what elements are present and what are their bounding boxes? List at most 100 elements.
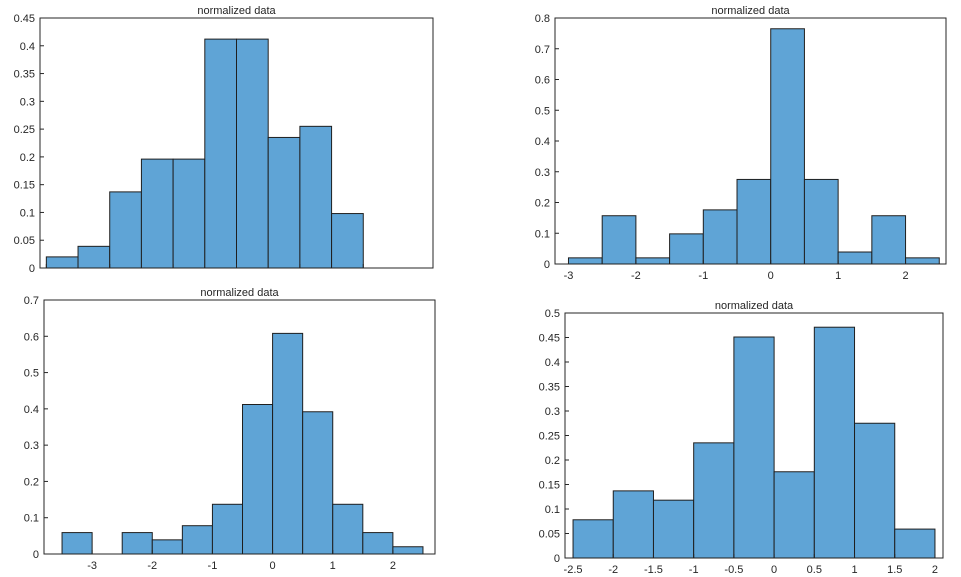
- histogram-bar: [854, 422, 896, 559]
- y-tick-label: 0.35: [14, 69, 35, 81]
- x-tick-label: -3: [564, 270, 574, 282]
- histogram-bar: [894, 528, 936, 559]
- histogram-bar: [669, 233, 704, 265]
- histogram-bar: [652, 499, 695, 559]
- histogram-panel-bottom-right: 0 0.05 0.1 0.15 0.2 0.25 0.3 0.35 0.4 0.45 0.5 -2.5…: [539, 300, 944, 576]
- histogram-bar: [635, 257, 671, 265]
- x-tick-label: -2.5: [564, 564, 583, 576]
- histogram-bar: [140, 158, 174, 269]
- histogram-bar: [837, 251, 873, 265]
- y-tick-label: 0.4: [545, 357, 560, 369]
- y-tick-label: 0.45: [539, 333, 560, 345]
- histogram-bar: [109, 191, 142, 269]
- histogram-bar: [567, 257, 603, 265]
- histogram-bar: [803, 178, 839, 265]
- x-tick-label: 0: [270, 560, 276, 572]
- histogram-bar: [612, 490, 654, 559]
- y-tick-label: 0.3: [535, 167, 550, 179]
- y-tick-label: 0.3: [24, 440, 39, 452]
- x-tick-label: 1: [851, 564, 857, 576]
- histogram-bar: [736, 178, 772, 265]
- x-tick-label: -2: [147, 560, 157, 572]
- histogram-bar: [770, 28, 805, 265]
- y-tick-label: 0.5: [545, 308, 560, 320]
- histogram-panel-top-left: 0 0.05 0.1 0.15 0.2 0.25 0.3 0.35 0.4 0.45 normali…: [14, 5, 434, 275]
- histogram-bar: [272, 332, 304, 555]
- histogram-bar: [813, 326, 856, 559]
- y-tick-label: 0.3: [20, 96, 35, 108]
- histogram-bar: [733, 336, 775, 559]
- y-tick-label: 0.6: [535, 75, 550, 87]
- y-tick-label: 0: [554, 553, 560, 565]
- y-tick-label: 0.15: [539, 480, 560, 492]
- histogram-bar: [204, 38, 238, 269]
- y-tick-label: 0: [544, 259, 550, 271]
- histogram-bar: [392, 546, 424, 555]
- x-tick-label: 1: [835, 270, 841, 282]
- x-tick-label: -1: [698, 270, 708, 282]
- chart-title: normalized data: [197, 5, 276, 17]
- histogram-panel-bottom-left: 0 0.1 0.2 0.3 0.4 0.5 0.6 0.7 -3 -2 -1 0 1 2 normalize…: [24, 287, 436, 572]
- chart-title: normalized data: [711, 5, 790, 17]
- histogram-bar: [362, 532, 394, 555]
- histogram-bar: [693, 442, 735, 559]
- histogram-bar: [702, 209, 738, 265]
- y-tick-label: 0.05: [539, 529, 560, 541]
- y-tick-label: 0.1: [535, 228, 550, 240]
- histogram-bar: [151, 539, 183, 555]
- x-tick-label: 2: [932, 564, 938, 576]
- x-tick-label: 0.5: [807, 564, 822, 576]
- y-tick-label: 0.1: [545, 504, 560, 516]
- histogram-bar: [601, 215, 637, 265]
- y-tick-label: 0.1: [20, 207, 35, 219]
- y-tick-label: 0: [29, 263, 35, 275]
- histogram-bar: [242, 404, 274, 555]
- y-tick-label: 0.3: [545, 406, 560, 418]
- x-tick-label: 2: [390, 560, 396, 572]
- x-tick-label: 0: [771, 564, 777, 576]
- histogram-panel-top-right: 0 0.1 0.2 0.3 0.4 0.5 0.6 0.7 0.8 -3 -2 -1 0 1 2 normal…: [535, 5, 947, 282]
- x-tick-label: -2: [608, 564, 618, 576]
- y-tick-label: 0: [33, 549, 39, 561]
- y-tick-label: 0.45: [14, 13, 35, 25]
- y-tick-label: 0.7: [24, 295, 39, 307]
- y-tick-label: 0.4: [20, 41, 35, 53]
- x-tick-label: 1.5: [887, 564, 902, 576]
- y-tick-label: 0.5: [24, 368, 39, 380]
- histogram-bar: [773, 471, 815, 559]
- y-tick-label: 0.6: [24, 331, 39, 343]
- x-tick-label: 0: [768, 270, 774, 282]
- y-tick-label: 0.35: [539, 382, 560, 394]
- y-tick-label: 0.05: [14, 235, 35, 247]
- histogram-bar: [331, 213, 364, 269]
- y-tick-label: 0.2: [545, 455, 560, 467]
- x-tick-label: 2: [902, 270, 908, 282]
- histogram-bar: [61, 532, 93, 555]
- y-tick-label: 0.2: [24, 476, 39, 488]
- x-tick-label: -0.5: [724, 564, 743, 576]
- y-tick-label: 0.25: [14, 124, 35, 136]
- y-tick-label: 0.25: [539, 431, 560, 443]
- y-tick-label: 0.4: [535, 136, 550, 148]
- y-tick-label: 0.7: [535, 44, 550, 56]
- x-tick-label: -2: [631, 270, 641, 282]
- x-tick-label: -1.5: [644, 564, 663, 576]
- histogram-bar: [871, 215, 907, 265]
- y-tick-label: 0.4: [24, 404, 39, 416]
- x-tick-label: -1: [208, 560, 218, 572]
- histogram-bar: [299, 125, 333, 269]
- y-tick-label: 0.1: [24, 513, 39, 525]
- x-tick-label: -1: [689, 564, 699, 576]
- histogram-bar: [332, 503, 364, 555]
- y-tick-label: 0.5: [535, 105, 550, 117]
- y-tick-label: 0.2: [20, 152, 35, 164]
- histogram-bar: [121, 532, 153, 555]
- chart-title: normalized data: [200, 287, 279, 299]
- y-tick-label: 0.15: [14, 180, 35, 192]
- x-tick-label: 1: [330, 560, 336, 572]
- histogram-bar: [236, 38, 269, 269]
- histogram-bar: [302, 411, 334, 555]
- chart-title: normalized data: [715, 300, 794, 312]
- histogram-bar: [905, 257, 940, 265]
